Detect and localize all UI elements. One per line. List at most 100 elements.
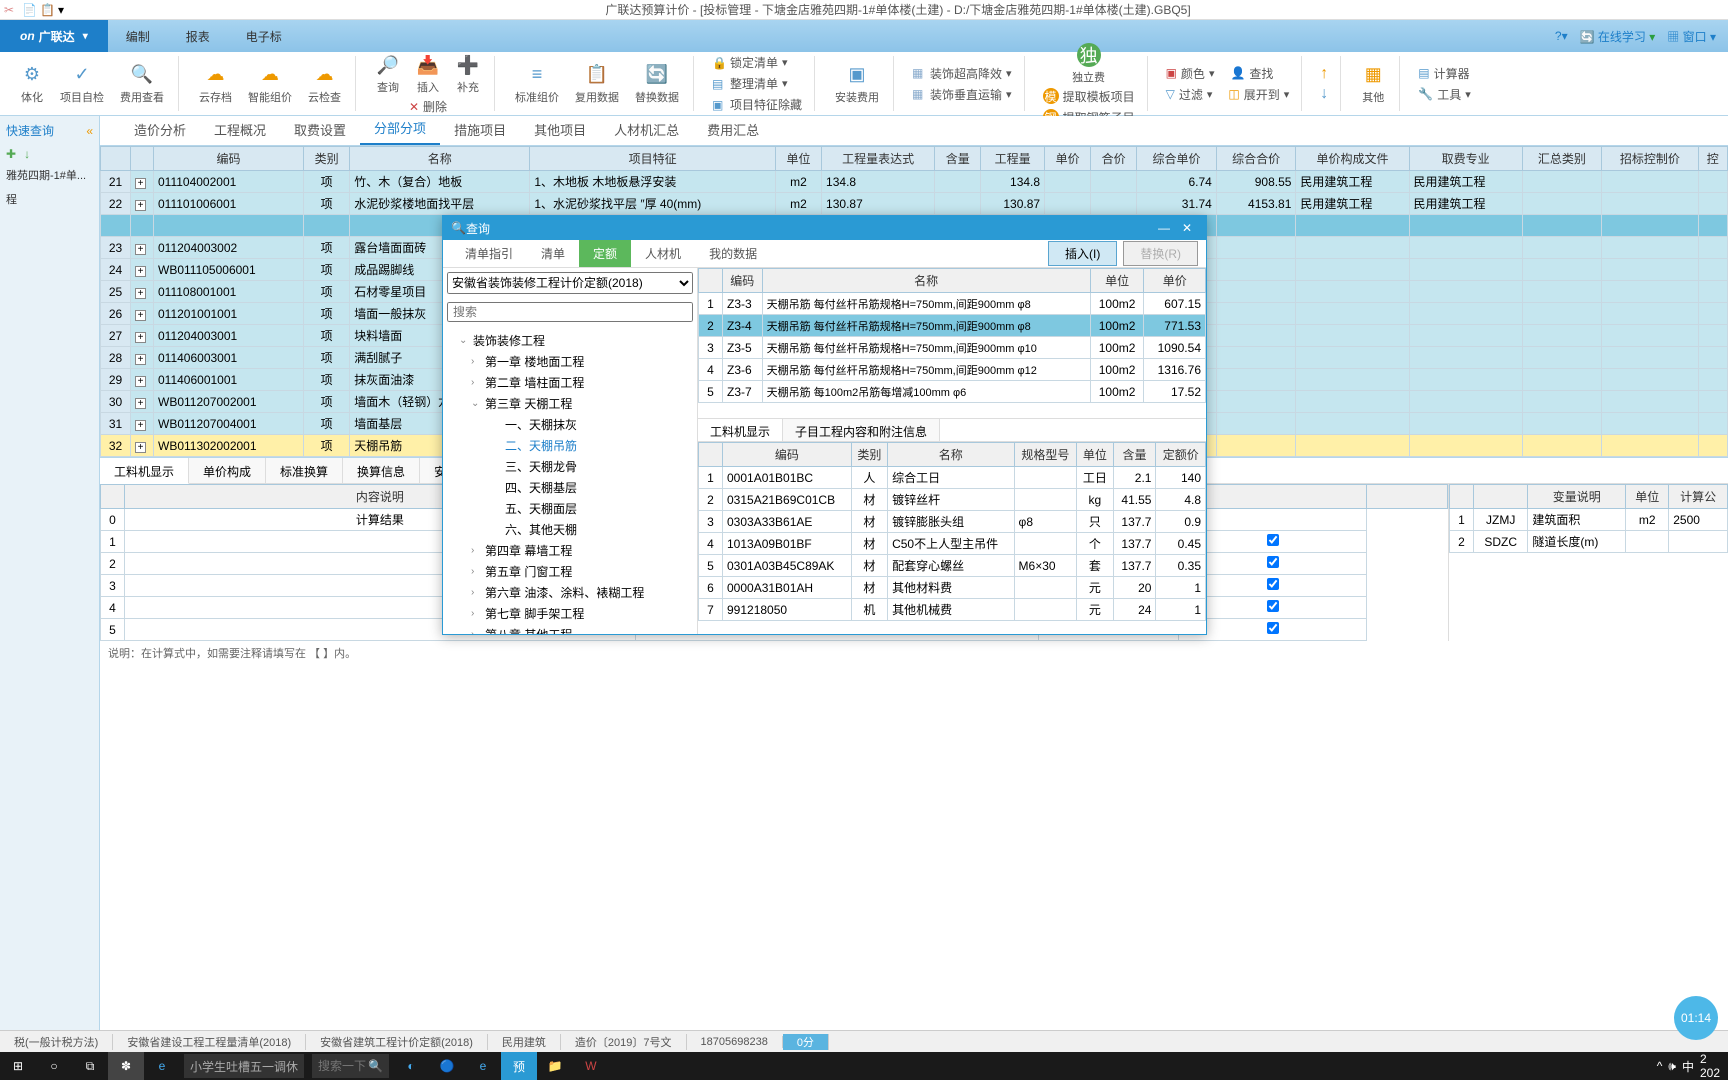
menu-report[interactable]: 报表 <box>168 20 228 52</box>
ribbon-项目自检[interactable]: ✓项目自检 <box>54 61 110 107</box>
menu-compile[interactable]: 编制 <box>108 20 168 52</box>
insert-button[interactable]: 插入(I) <box>1048 241 1117 266</box>
check[interactable] <box>1267 534 1279 546</box>
calc-btn[interactable]: ▤计算器 <box>1414 64 1475 83</box>
tool-btn[interactable]: 🔧工具 ▾ <box>1414 85 1475 104</box>
decor-high[interactable]: ▦装饰超高降效 ▾ <box>908 64 1016 83</box>
ribbon-智能组价[interactable]: ☁智能组价 <box>242 61 298 107</box>
online-learn[interactable]: 🔄 在线学习 ▾ <box>1580 28 1656 45</box>
taskbar-search[interactable]: 🔍 <box>312 1054 389 1078</box>
bottom-tab[interactable]: 工料机显示 <box>100 458 189 484</box>
check[interactable] <box>1267 622 1279 634</box>
other-btn[interactable]: ▦其他 <box>1355 61 1391 107</box>
tab-4[interactable]: 措施项目 <box>440 114 520 145</box>
folder-icon[interactable]: 📁 <box>537 1052 573 1080</box>
tab-2[interactable]: 取费设置 <box>280 114 360 145</box>
expand-icon[interactable]: + <box>135 332 146 343</box>
preview-icon[interactable]: 预 <box>501 1052 537 1080</box>
tree-node[interactable]: ›第六章 油漆、涂料、裱糊工程 <box>447 582 693 603</box>
ribbon-查询[interactable]: 🔎查询 <box>370 51 406 97</box>
app-icon[interactable]: ◐ <box>393 1052 429 1080</box>
tab-1[interactable]: 工程概况 <box>200 114 280 145</box>
dropdown-icon[interactable]: ▾ <box>58 3 72 17</box>
tree-node[interactable]: 一、天棚抹灰 <box>447 414 693 435</box>
tree-node[interactable]: 四、天棚基层 <box>447 477 693 498</box>
decor-vert[interactable]: ▦装饰垂直运输 ▾ <box>908 85 1016 104</box>
popup-tab[interactable]: 清单 <box>527 240 579 267</box>
edge-icon[interactable]: e <box>465 1052 501 1080</box>
up-btn[interactable]: ↑ <box>1316 64 1332 84</box>
ribbon-费用查看[interactable]: 🔍费用查看 <box>114 61 170 107</box>
check[interactable] <box>1267 556 1279 568</box>
expand-icon[interactable]: + <box>135 244 146 255</box>
ie-icon[interactable]: e <box>144 1052 180 1080</box>
check[interactable] <box>1267 578 1279 590</box>
hide-feature[interactable]: ▣项目特征除藏 <box>708 95 806 114</box>
expand-icon[interactable]: + <box>135 266 146 277</box>
app-icon[interactable]: ✽ <box>108 1052 144 1080</box>
collapse-icon[interactable]: « <box>86 124 93 138</box>
chrome-icon[interactable]: 🔵 <box>429 1052 465 1080</box>
popup-tab[interactable]: 人材机 <box>631 240 695 267</box>
window-menu[interactable]: ▦ 窗口 ▾ <box>1667 28 1716 45</box>
ribbon-复用数据[interactable]: 📋复用数据 <box>569 61 625 107</box>
filter-btn[interactable]: ▽过滤 ▾ <box>1162 85 1217 104</box>
taskbar-search[interactable]: 小学生吐槽五一调休 <box>184 1054 304 1078</box>
tab-6[interactable]: 人材机汇总 <box>600 114 693 145</box>
bottom-tab[interactable]: 单价构成 <box>189 458 266 483</box>
tree-node[interactable]: 二、天棚吊筋 <box>447 435 693 456</box>
ribbon-标准组价[interactable]: ≡标准组价 <box>509 61 565 107</box>
start-button[interactable]: ⊞ <box>0 1052 36 1080</box>
tray-icon[interactable]: 中 <box>1682 1058 1694 1075</box>
expand-icon[interactable]: + <box>135 420 146 431</box>
popup-subtab[interactable]: 子目工程内容和附注信息 <box>783 419 940 441</box>
menu-ebid[interactable]: 电子标 <box>228 20 300 52</box>
project-item[interactable]: 程 <box>0 187 99 211</box>
color-btn[interactable]: ▣颜色 ▾ <box>1162 64 1219 83</box>
tree-node[interactable]: ⌄装饰装修工程 <box>447 330 693 351</box>
bottom-tab[interactable]: 换算信息 <box>343 458 420 483</box>
ribbon-体化[interactable]: ⚙体化 <box>14 61 50 107</box>
ribbon-插入[interactable]: 📥插入 <box>410 51 446 97</box>
tray-icon[interactable]: ^ <box>1657 1059 1663 1073</box>
tree-node[interactable]: 五、天棚面层 <box>447 498 693 519</box>
expand-icon[interactable]: + <box>135 178 146 189</box>
popup-tab[interactable]: 清单指引 <box>451 240 527 267</box>
copy-icon[interactable]: 📋 <box>40 3 54 17</box>
tree-node[interactable]: ›第七章 脚手架工程 <box>447 603 693 624</box>
extract-tpl[interactable]: 模提取模板项目 <box>1039 87 1139 106</box>
ribbon-云存档[interactable]: ☁云存档 <box>193 61 238 107</box>
expand-icon[interactable]: + <box>135 200 146 211</box>
popup-subtab[interactable]: 工料机显示 <box>698 419 783 441</box>
popup-tab[interactable]: 我的数据 <box>695 240 771 267</box>
expand-icon[interactable]: + <box>135 376 146 387</box>
wps-icon[interactable]: W <box>573 1052 609 1080</box>
tab-0[interactable]: 造价分析 <box>120 114 200 145</box>
find-btn[interactable]: 👤查找 <box>1226 64 1277 83</box>
expand-btn[interactable]: ◫展开到 ▾ <box>1224 85 1293 104</box>
ribbon-替换数据[interactable]: 🔄替换数据 <box>629 61 685 107</box>
cut-icon[interactable]: ✂ <box>4 3 18 17</box>
tab-7[interactable]: 费用汇总 <box>693 114 773 145</box>
down-btn[interactable]: ↓ <box>1316 84 1332 104</box>
popup-tab[interactable]: 定额 <box>579 240 631 267</box>
taskview-icon[interactable]: ⧉ <box>72 1052 108 1080</box>
doc-icon[interactable]: 📄 <box>22 3 36 17</box>
brand-logo[interactable]: on 广联达 ▾ <box>0 20 108 52</box>
expand-icon[interactable]: + <box>135 442 146 453</box>
expand-icon[interactable]: + <box>135 354 146 365</box>
project-item[interactable]: 雅苑四期-1#单... <box>0 163 99 187</box>
tree-node[interactable]: ›第二章 墙柱面工程 <box>447 372 693 393</box>
cortana-icon[interactable]: ○ <box>36 1052 72 1080</box>
close-icon[interactable]: ✕ <box>1176 221 1198 235</box>
tree-node[interactable]: 六、其他天棚 <box>447 519 693 540</box>
help-icon[interactable]: ?▾ <box>1555 29 1568 43</box>
tray-icon[interactable]: 🕪 <box>1668 1059 1676 1074</box>
tree-node[interactable]: ⌄第三章 天棚工程 <box>447 393 693 414</box>
check[interactable] <box>1267 600 1279 612</box>
ribbon-云检查[interactable]: ☁云检查 <box>302 61 347 107</box>
tab-3[interactable]: 分部分项 <box>360 112 440 145</box>
bottom-tab[interactable]: 标准换算 <box>266 458 343 483</box>
minimize-icon[interactable]: — <box>1152 221 1176 235</box>
tree-node[interactable]: ›第四章 幕墙工程 <box>447 540 693 561</box>
